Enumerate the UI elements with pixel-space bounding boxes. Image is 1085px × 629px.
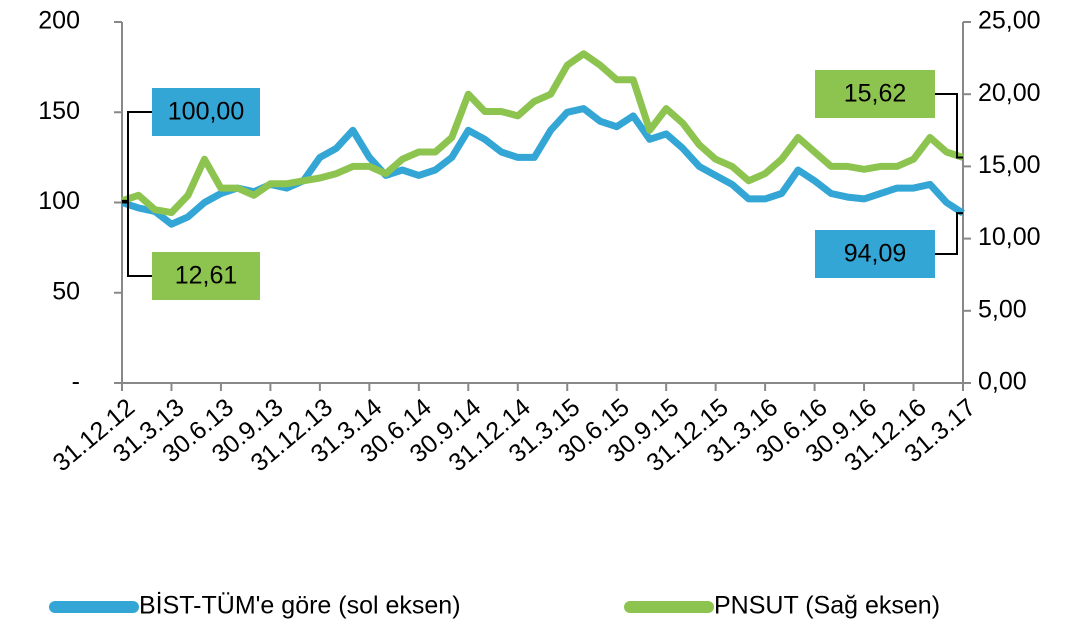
y2-tick-label: 15,00 (978, 151, 1041, 179)
legend-label: PNSUT (Sağ eksen) (714, 592, 940, 620)
data-label: 94,09 (844, 240, 907, 268)
data-label: 15,62 (844, 80, 907, 108)
y-tick-label: 50 (52, 277, 80, 305)
y2-tick-label: 20,00 (978, 79, 1041, 107)
label-box (152, 88, 260, 136)
label-leader (122, 111, 152, 204)
label-leader (935, 212, 963, 255)
label-box (815, 230, 935, 278)
y2-tick-label: 10,00 (978, 223, 1041, 251)
label-leader (122, 199, 152, 277)
data-label: 100,00 (168, 98, 244, 126)
y-tick-label: 100 (38, 187, 80, 215)
label-box (152, 252, 260, 300)
y2-tick-label: 25,00 (978, 7, 1041, 35)
y2-tick-label: 0,00 (978, 368, 1027, 396)
series-line (120, 50, 965, 217)
data-label: 12,61 (175, 262, 238, 290)
y-tick-label: - (72, 368, 80, 396)
y-tick-label: 150 (38, 97, 80, 125)
label-box (815, 70, 935, 118)
y-tick-label: 200 (38, 7, 80, 35)
y2-tick-label: 5,00 (978, 295, 1027, 323)
label-leader (935, 93, 963, 159)
legend-label: BİST-TÜM'e göre (sol eksen) (139, 591, 461, 620)
